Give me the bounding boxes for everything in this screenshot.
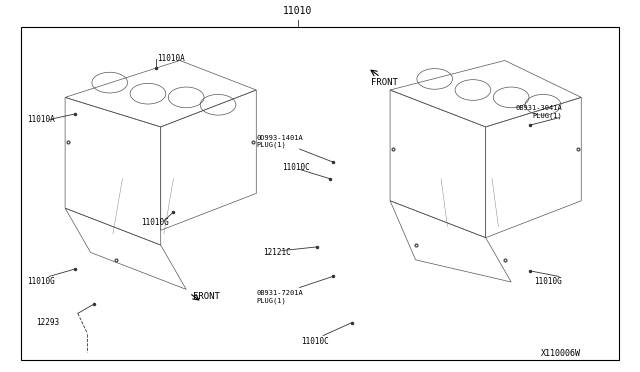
Text: 11010G: 11010G	[534, 278, 562, 286]
Text: 0D993-1401A
PLUG(1): 0D993-1401A PLUG(1)	[256, 135, 303, 148]
Text: X110006W: X110006W	[541, 349, 581, 358]
Text: 11010A: 11010A	[27, 115, 54, 124]
Text: 12121C: 12121C	[262, 248, 291, 257]
Text: FRONT: FRONT	[371, 78, 398, 87]
Text: FRONT: FRONT	[193, 292, 220, 301]
Text: 11010: 11010	[283, 6, 312, 16]
Text: 11010G: 11010G	[141, 218, 170, 227]
Text: 11010C: 11010C	[301, 337, 328, 346]
Text: 11010C: 11010C	[282, 163, 310, 172]
Text: 11010A: 11010A	[157, 54, 185, 63]
Text: 11010G: 11010G	[27, 278, 54, 286]
Text: 0B931-3041A
PLUG(1): 0B931-3041A PLUG(1)	[515, 105, 562, 119]
Text: 12293: 12293	[36, 318, 60, 327]
Text: 0B931-7201A
PLUG(1): 0B931-7201A PLUG(1)	[256, 290, 303, 304]
